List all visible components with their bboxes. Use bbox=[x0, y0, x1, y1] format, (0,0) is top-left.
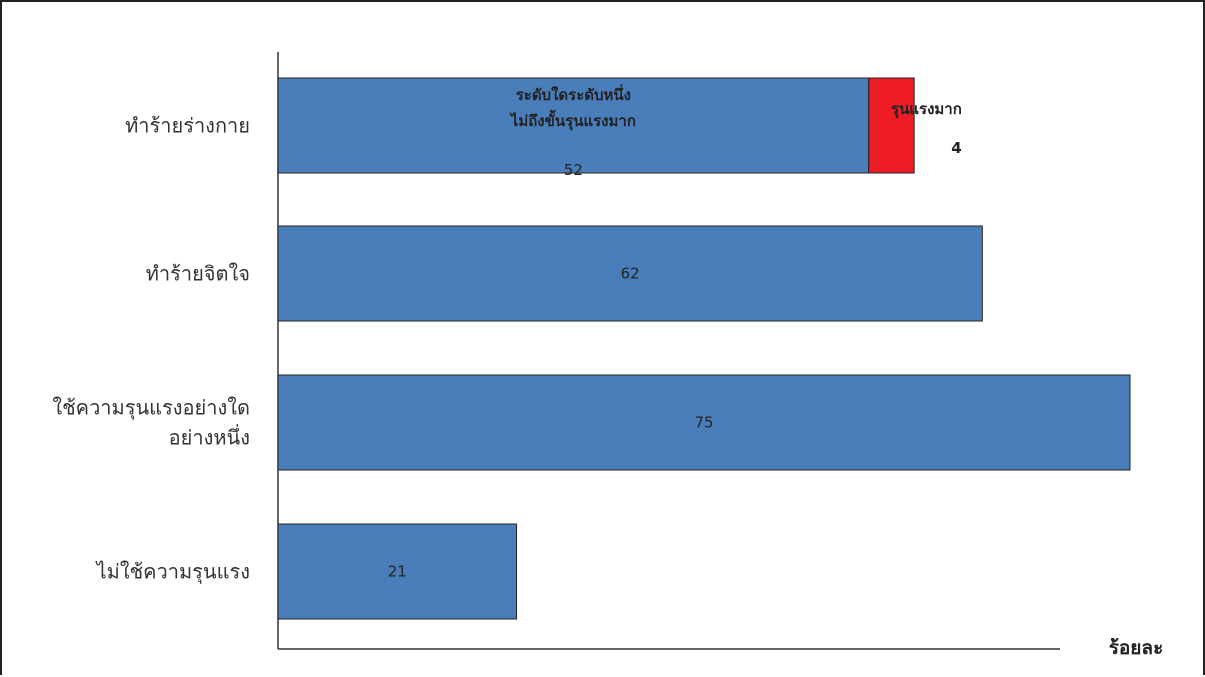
data-label: 52 bbox=[564, 161, 583, 179]
data-label: 21 bbox=[388, 563, 407, 581]
bar-segment bbox=[277, 77, 870, 174]
bar-segment bbox=[868, 77, 915, 174]
category-label: ใช้ความรุนแรงอย่างใด bbox=[52, 396, 250, 421]
segment-name-label: ไม่ถึงขั้นรุนแรงมาก bbox=[509, 109, 636, 131]
category-label: ไม่ใช้ความรุนแรง bbox=[95, 560, 250, 585]
data-label: 4 bbox=[951, 139, 961, 157]
data-label: 62 bbox=[621, 265, 640, 283]
bar-segment bbox=[277, 374, 1131, 471]
category-label: ทำร้ายร่างกาย bbox=[125, 114, 250, 138]
category-label: อย่างหนึ่ง bbox=[169, 424, 250, 450]
segment-name-label: ระดับใดระดับหนึ่ง bbox=[516, 84, 631, 104]
bar-segment bbox=[277, 523, 518, 620]
category-label: ทำร้ายจิตใจ bbox=[146, 262, 250, 286]
x-axis-unit-label: ร้อยละ bbox=[1109, 637, 1164, 659]
data-label: 75 bbox=[694, 414, 713, 432]
segment-name-label: รุนแรงมาก bbox=[891, 100, 962, 119]
bar-segment bbox=[277, 225, 983, 322]
